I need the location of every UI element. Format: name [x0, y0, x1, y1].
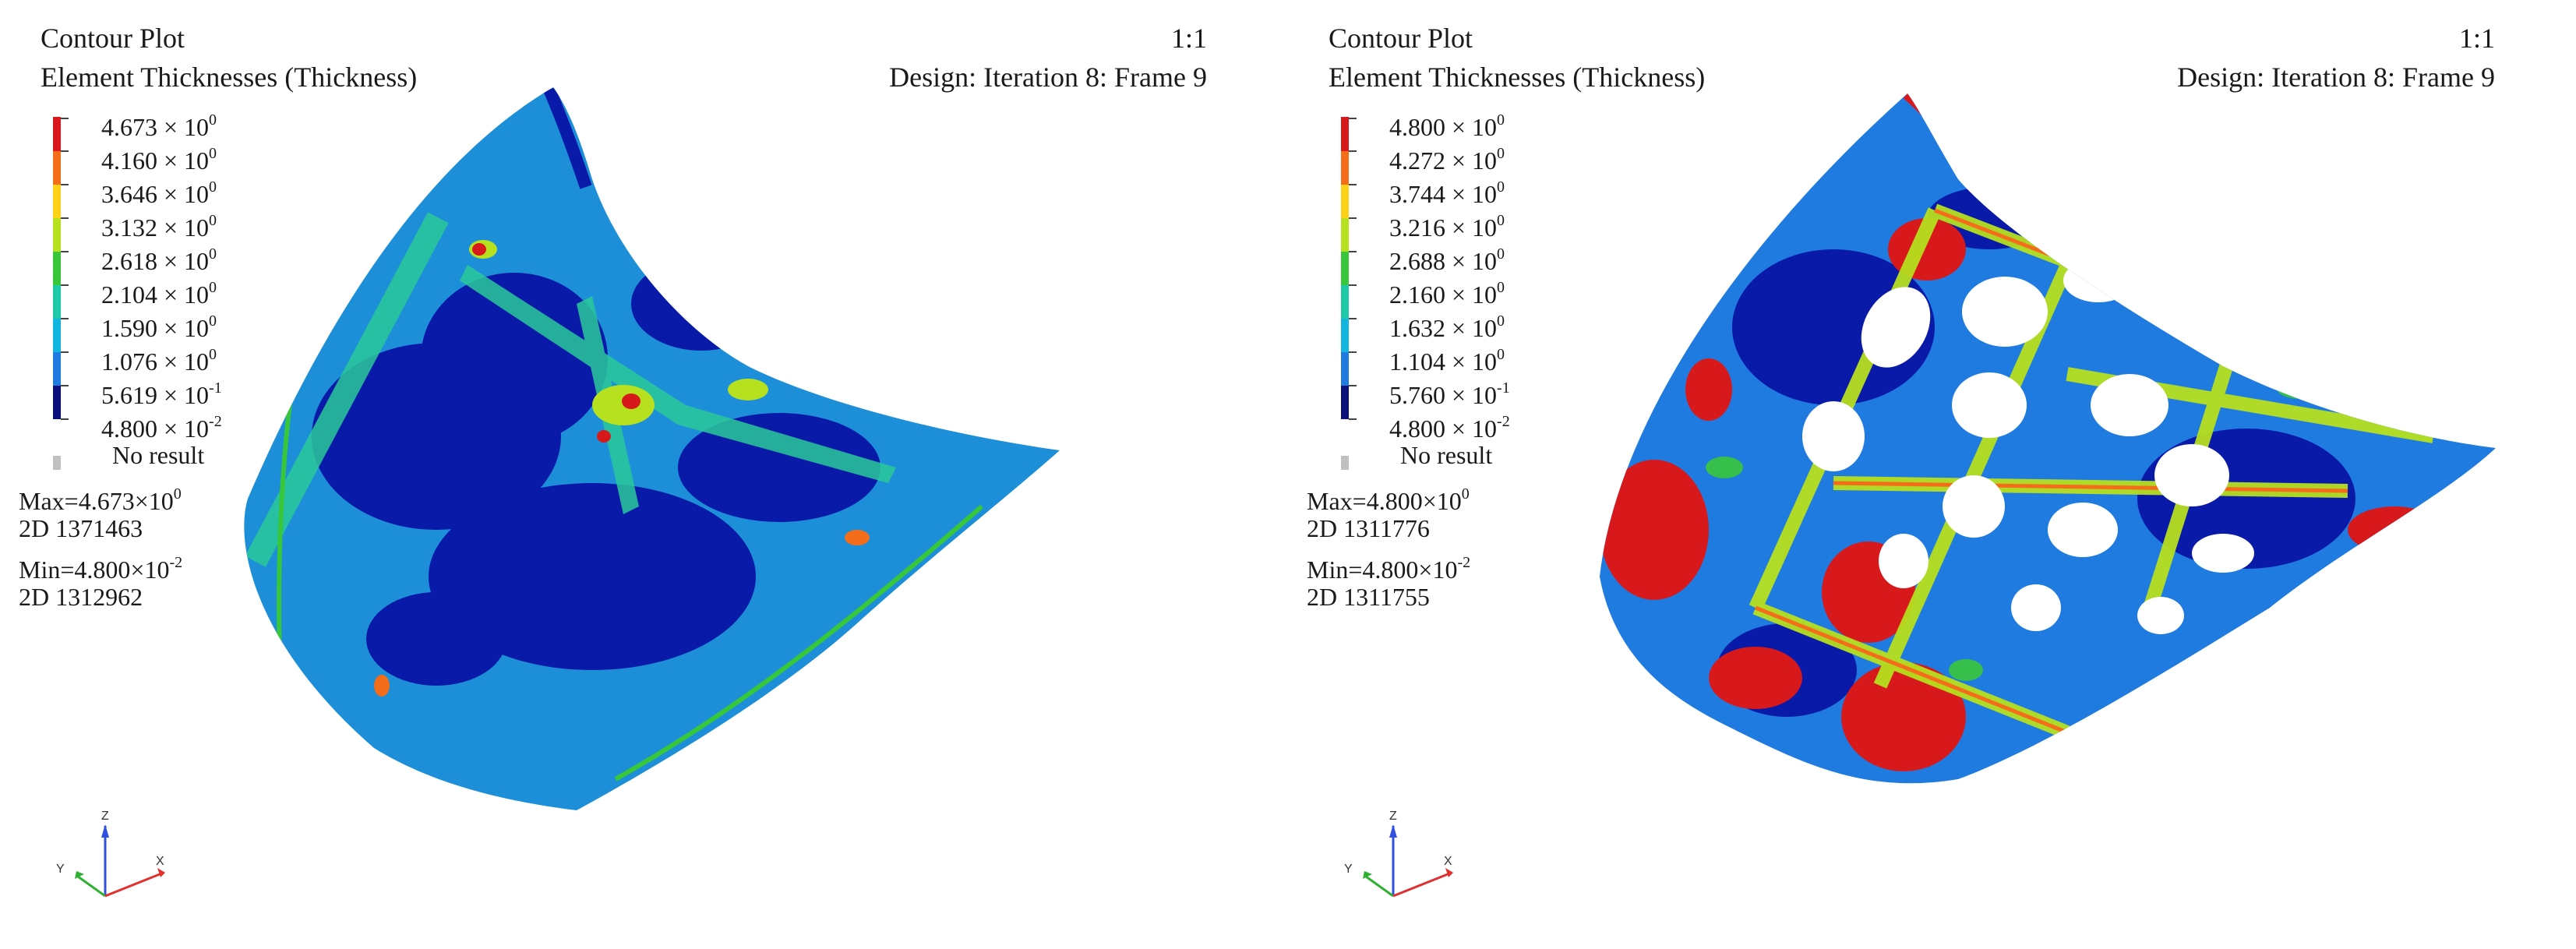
min-element-id: 2D 1312962	[19, 583, 143, 611]
legend-color-bar	[1341, 117, 1357, 470]
legend-color-bar	[53, 117, 69, 470]
legend-level-8: 1.104 × 100	[1389, 346, 1505, 376]
axis-triad: Z Y X	[1344, 810, 1453, 898]
triad-x-label: X	[1444, 855, 1452, 868]
design-frame-label: Design: Iteration 8: Frame 9	[2177, 62, 2495, 93]
hood-model-initial[interactable]	[0, 0, 1288, 949]
viewport-right[interactable]: Contour Plot Element Thicknesses (Thickn…	[1288, 0, 2576, 949]
min-max-info: Max=4.673×100 2D 1371463 Min=4.800×10-2 …	[19, 477, 182, 614]
legend-level-5: 2.618 × 100	[101, 245, 217, 275]
viewport-left[interactable]: Contour Plot Element Thicknesses (Thickn…	[0, 0, 1288, 949]
scale-label: 1:1	[1170, 23, 1207, 54]
result-type-label: Element Thicknesses (Thickness)	[41, 62, 418, 93]
min-value: Min=4.800×10-2	[1307, 554, 1471, 584]
legend-no-result: No result	[1400, 441, 1493, 469]
legend-level-1: 4.673 × 100	[101, 111, 217, 141]
triad-x-label: X	[156, 855, 164, 868]
triad-y-label: Y	[56, 863, 65, 876]
plot-title: Contour Plot	[1329, 23, 1473, 54]
legend-level-10: 4.800 × 10-2	[101, 413, 222, 443]
legend-level-9: 5.619 × 10-1	[101, 379, 222, 409]
legend-level-7: 1.632 × 100	[1389, 312, 1505, 342]
result-type-label: Element Thicknesses (Thickness)	[1329, 62, 1706, 93]
max-element-id: 2D 1371463	[19, 514, 143, 542]
triad-y-label: Y	[1344, 863, 1353, 876]
legend-level-9: 5.760 × 10-1	[1389, 379, 1510, 409]
min-element-id: 2D 1311755	[1307, 583, 1430, 611]
legend-level-8: 1.076 × 100	[101, 346, 217, 376]
legend-level-1: 4.800 × 100	[1389, 111, 1505, 141]
legend-level-2: 4.272 × 100	[1389, 145, 1505, 175]
legend-level-3: 3.744 × 100	[1389, 178, 1505, 208]
triad-z-label: Z	[1389, 810, 1397, 823]
design-frame-label: Design: Iteration 8: Frame 9	[889, 62, 1207, 93]
max-value: Max=4.800×100	[1307, 485, 1470, 515]
legend-level-2: 4.160 × 100	[101, 145, 217, 175]
contour-legend[interactable]: 4.673 × 100 4.160 × 100 3.646 × 100 3.13…	[45, 109, 310, 483]
scale-label: 1:1	[2458, 23, 2495, 54]
min-max-info: Max=4.800×100 2D 1311776 Min=4.800×10-2 …	[1307, 477, 1470, 614]
plot-title: Contour Plot	[41, 23, 185, 54]
legend-level-6: 2.104 × 100	[101, 279, 217, 309]
legend-level-4: 3.216 × 100	[1389, 212, 1505, 242]
legend-level-6: 2.160 × 100	[1389, 279, 1505, 309]
hood-model-optimized[interactable]	[1288, 0, 2576, 949]
legend-level-3: 3.646 × 100	[101, 178, 217, 208]
legend-level-5: 2.688 × 100	[1389, 245, 1505, 275]
legend-no-result: No result	[112, 441, 205, 469]
min-value: Min=4.800×10-2	[19, 554, 183, 584]
legend-level-7: 1.590 × 100	[101, 312, 217, 342]
legend-level-4: 3.132 × 100	[101, 212, 217, 242]
max-element-id: 2D 1311776	[1307, 514, 1430, 542]
contour-legend[interactable]: 4.800 × 100 4.272 × 100 3.744 × 100 3.21…	[1333, 109, 1598, 483]
legend-level-10: 4.800 × 10-2	[1389, 413, 1510, 443]
triad-z-label: Z	[101, 810, 109, 823]
axis-triad: Z Y X	[56, 810, 165, 898]
max-value: Max=4.673×100	[19, 485, 182, 515]
